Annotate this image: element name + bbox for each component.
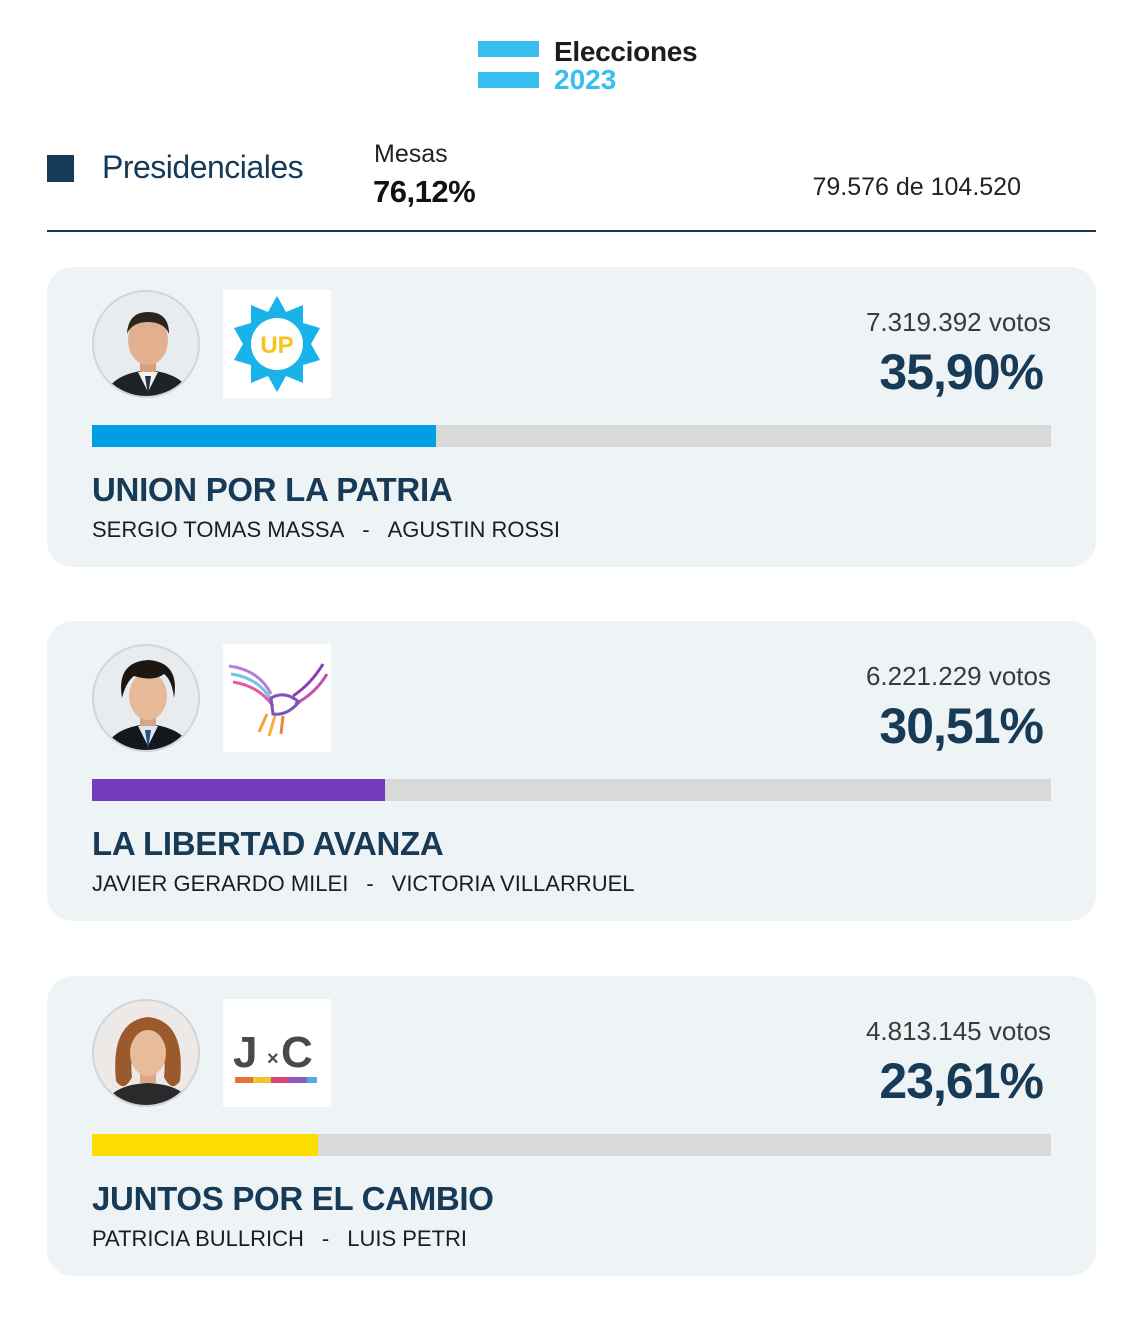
name-separator: - (321, 1226, 330, 1251)
votes-count: 7.319.392 votos (865, 307, 1051, 337)
votes-count: 4.813.145 votos (865, 1016, 1051, 1046)
mesas-label: Mesas (374, 140, 448, 168)
candidate-card: J × C 4.813.145 votos 23,61% JUNTOS POR … (47, 976, 1096, 1276)
vice-name: LUIS PETRI (347, 1226, 468, 1251)
votes-count: 6.221.229 votos (865, 661, 1051, 691)
party-name: LA LIBERTAD AVANZA (92, 825, 444, 862)
section-title: Presidenciales (102, 149, 304, 185)
candidate-card: 6.221.229 votos 30,51% LA LIBERTAD AVANZ… (47, 621, 1096, 921)
party-logo-text: UP (260, 332, 293, 359)
candidate-avatar (92, 999, 200, 1107)
section-square-icon (47, 155, 74, 182)
candidate-names: JAVIER GERARDO MILEI - VICTORIA VILLARRUEL (92, 871, 635, 897)
mesas-count: 79.576 de 104.520 (812, 173, 1021, 201)
vote-percent: 23,61% (879, 1053, 1044, 1109)
president-name: JAVIER GERARDO MILEI (92, 871, 349, 896)
president-name: PATRICIA BULLRICH (92, 1226, 304, 1251)
argentina-flag-icon (478, 38, 540, 90)
name-separator: - (362, 517, 370, 542)
party-logo-lla (223, 644, 331, 752)
name-separator: - (366, 871, 374, 896)
party-logo-up: UP (223, 290, 331, 398)
result-bar (92, 1134, 1051, 1156)
result-bar (92, 425, 1051, 447)
party-name: JUNTOS POR EL CAMBIO (92, 1180, 494, 1217)
result-bar-fill (92, 779, 385, 801)
party-logo-text-mid: × (267, 1048, 279, 1070)
party-logo-text-left: J (233, 1028, 257, 1077)
logo-title: Elecciones (554, 36, 698, 67)
candidate-names: PATRICIA BULLRICH - LUIS PETRI (92, 1226, 467, 1252)
result-bar-fill (92, 425, 437, 447)
candidate-names: SERGIO TOMAS MASSA - AGUSTIN ROSSI (92, 517, 560, 543)
vice-name: VICTORIA VILLARRUEL (391, 871, 635, 896)
candidate-avatar (92, 290, 200, 398)
party-logo-jxc: J × C (223, 999, 331, 1107)
mesas-percent: 76,12% (373, 174, 476, 209)
vice-name: AGUSTIN ROSSI (387, 517, 560, 542)
party-name: UNION POR LA PATRIA (92, 471, 453, 508)
candidate-avatar (92, 644, 200, 752)
elecciones-logo: Elecciones 2023 (478, 36, 718, 95)
summary-row: Presidenciales Mesas 76,12% 79.576 de 10… (47, 132, 1096, 232)
logo-year: 2023 (554, 64, 617, 95)
candidate-card: UP 7.319.392 votos 35,90% UNION POR LA P… (47, 267, 1096, 567)
vote-percent: 30,51% (879, 698, 1044, 754)
party-logo-text-right: C (281, 1028, 313, 1077)
result-bar-fill (92, 1134, 319, 1156)
result-bar (92, 779, 1051, 801)
president-name: SERGIO TOMAS MASSA (92, 517, 345, 542)
vote-percent: 35,90% (879, 344, 1044, 400)
